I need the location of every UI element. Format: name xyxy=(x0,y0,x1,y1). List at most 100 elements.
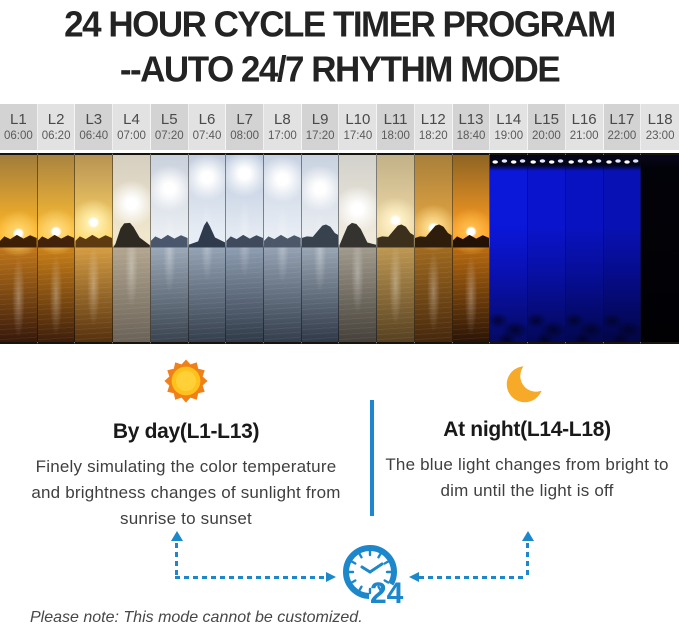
mountain-silhouette xyxy=(339,222,377,248)
scene-photo xyxy=(641,153,679,344)
timeline-column: L16 21:00 xyxy=(565,104,604,344)
timeline-column: L13 18:40 xyxy=(452,104,491,344)
mountain-silhouette xyxy=(226,234,264,248)
scene-photo xyxy=(452,153,491,344)
section-divider xyxy=(370,400,374,516)
channel-label: L14 xyxy=(496,111,522,128)
channel-label: L8 xyxy=(274,111,291,128)
scene-photo xyxy=(603,153,642,344)
night-section: At night(L14-L18) The blue light changes… xyxy=(382,358,672,504)
title-line-2: --AUTO 24/7 RHYTHM MODE xyxy=(119,49,561,90)
footnote: Please note: This mode cannot be customi… xyxy=(30,609,363,626)
scene-photo xyxy=(37,153,76,344)
column-header: L11 18:00 xyxy=(377,104,415,150)
scene-photo xyxy=(264,153,302,344)
channel-time: 21:00 xyxy=(569,130,599,142)
column-header: L4 07:00 xyxy=(113,104,151,150)
mountain-silhouette xyxy=(301,224,339,248)
timeline-column: L15 20:00 xyxy=(528,104,566,344)
mountain-silhouette xyxy=(188,221,226,248)
timeline-column: L6 07:40 xyxy=(188,104,227,344)
day-section: By day(L1-L13) Finely simulating the col… xyxy=(21,358,351,532)
arrow-left-icon xyxy=(409,572,419,582)
channel-time: 17:20 xyxy=(305,130,335,142)
column-header: L7 08:00 xyxy=(226,104,265,150)
scene-photo xyxy=(528,153,566,344)
column-header: L5 07:20 xyxy=(150,104,189,150)
mountain-silhouette xyxy=(452,234,490,248)
timeline-column: L14 19:00 xyxy=(490,104,529,344)
timeline-column: L3 06:40 xyxy=(75,104,114,344)
channel-time: 23:00 xyxy=(645,130,675,142)
timeline-column: L11 18:00 xyxy=(377,104,415,344)
channel-label: L6 xyxy=(198,111,216,128)
mountain-silhouette xyxy=(113,222,150,248)
channel-label: L17 xyxy=(609,111,635,128)
channel-time: 17:40 xyxy=(343,130,373,142)
channel-label: L18 xyxy=(647,111,673,128)
arrow-up-left-icon xyxy=(171,531,183,541)
timeline-column: L2 06:20 xyxy=(37,104,76,344)
scene-photo xyxy=(565,153,604,344)
arrow-right-icon xyxy=(326,572,336,582)
channel-time: 07:40 xyxy=(192,130,222,142)
mountain-silhouette xyxy=(37,234,75,248)
column-header: L8 17:00 xyxy=(264,104,302,150)
mountain-silhouette xyxy=(414,224,452,248)
column-header: L9 17:20 xyxy=(301,104,340,150)
scene-photo xyxy=(377,153,415,344)
column-header: L14 19:00 xyxy=(490,104,529,150)
channel-label: L13 xyxy=(458,111,484,128)
mountain-silhouette xyxy=(75,234,113,248)
channel-label: L1 xyxy=(10,111,27,128)
column-header: L1 06:00 xyxy=(0,104,38,150)
scene-photo xyxy=(0,153,38,344)
channel-label: L3 xyxy=(85,111,103,128)
mountain-silhouette xyxy=(0,234,37,248)
day-description: Finely simulating the color temperature … xyxy=(31,457,341,528)
day-heading: By day(L1-L13) xyxy=(112,420,260,443)
channel-time: 18:40 xyxy=(456,130,486,142)
scene-photo xyxy=(490,153,529,344)
night-heading: At night(L14-L18) xyxy=(443,418,611,441)
timeline-column: L10 17:40 xyxy=(339,104,378,344)
column-header: L10 17:40 xyxy=(339,104,378,150)
channel-label: L7 xyxy=(236,111,254,128)
column-header: L16 21:00 xyxy=(565,104,604,150)
mountain-silhouette xyxy=(264,234,301,248)
channel-time: 22:00 xyxy=(607,130,637,142)
column-header: L2 06:20 xyxy=(37,104,76,150)
timeline-column: L12 18:20 xyxy=(414,104,453,344)
scene-photo xyxy=(75,153,114,344)
dashed-line-horizontal-right xyxy=(419,576,527,579)
timeline-column: L8 17:00 xyxy=(264,104,302,344)
arrow-up-right-icon xyxy=(522,531,534,541)
column-header: L17 22:00 xyxy=(603,104,642,150)
channel-time: 20:00 xyxy=(532,130,561,142)
channel-time: 18:20 xyxy=(418,130,448,142)
mountain-silhouette xyxy=(377,224,414,248)
scene-photo xyxy=(414,153,453,344)
channel-label: L15 xyxy=(533,111,559,128)
page-title: 24 HOUR CYCLE TIMER PROGRAM --AUTO 24/7 … xyxy=(0,2,679,92)
scene-photo xyxy=(113,153,151,344)
timeline-column: L1 06:00 xyxy=(0,104,38,344)
column-header: L18 23:00 xyxy=(641,104,679,150)
channel-time: 06:00 xyxy=(3,130,33,142)
column-header: L13 18:40 xyxy=(452,104,491,150)
scene-photo xyxy=(226,153,265,344)
timeline-column: L4 07:00 xyxy=(113,104,151,344)
timeline-strip: L1 06:00 L2 06:20 L3 06:40 xyxy=(0,104,679,344)
column-header: L3 06:40 xyxy=(75,104,114,150)
channel-label: L2 xyxy=(47,111,65,128)
sun-icon xyxy=(164,359,208,403)
channel-label: L16 xyxy=(571,111,597,128)
title-line-1: 24 HOUR CYCLE TIMER PROGRAM xyxy=(64,4,616,45)
channel-label: L12 xyxy=(420,111,446,128)
channel-time: 19:00 xyxy=(494,130,524,142)
channel-label: L4 xyxy=(123,111,140,128)
channel-label: L11 xyxy=(383,111,408,128)
channel-time: 18:00 xyxy=(381,130,410,142)
channel-time: 08:00 xyxy=(230,130,260,142)
